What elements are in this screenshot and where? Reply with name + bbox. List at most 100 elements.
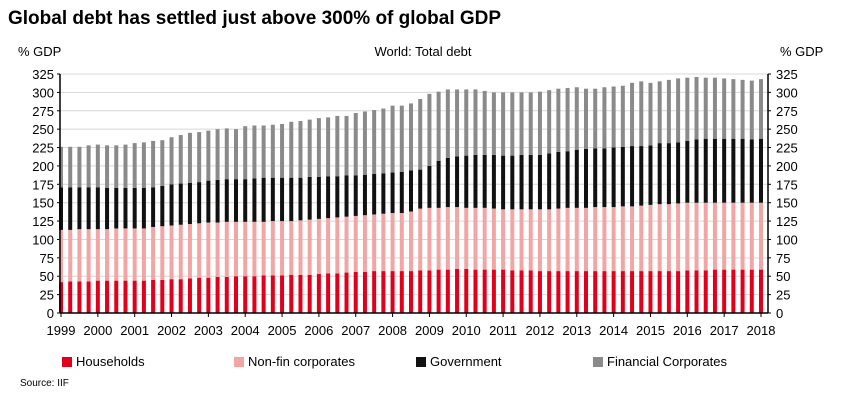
y-tick-label-right: 175 [776,177,798,192]
bar-households [298,274,303,313]
bar-non-fin-corporates [307,219,312,275]
bar-households [731,269,736,313]
bar-government [399,171,404,213]
bar-non-fin-corporates [556,208,561,272]
bar-non-fin-corporates [464,207,469,269]
legend-swatch [593,356,603,367]
bar-households [473,269,478,313]
y-tick-label-left: 250 [32,122,54,137]
y-tick-label-left: 25 [40,288,54,303]
bar-households [197,277,202,313]
bar-financial-corporates [620,85,625,147]
bar-government [362,174,367,216]
bar-households [224,276,229,313]
bar-financial-corporates [298,121,303,178]
bar-households [206,277,211,313]
bar-households [95,280,100,313]
bar-government [602,148,607,208]
x-tick-label: 1999 [47,323,76,338]
y-tick-label-right: 200 [776,159,798,174]
bar-households [464,268,469,313]
bar-financial-corporates [436,91,441,161]
y-tick-label-left: 0 [47,306,54,321]
bar-financial-corporates [519,92,524,155]
bar-households [68,281,73,313]
bar-non-fin-corporates [574,207,579,272]
bar-financial-corporates [224,128,229,180]
bar-non-fin-corporates [482,207,487,270]
bar-non-fin-corporates [657,204,662,272]
bar-non-fin-corporates [344,216,349,273]
bar-non-fin-corporates [178,224,183,280]
bar-households [390,271,395,313]
bar-government [160,185,165,227]
bar-financial-corporates [187,132,192,183]
bar-households [178,279,183,313]
bar-financial-corporates [261,125,266,178]
bar-non-fin-corporates [362,215,367,272]
bar-non-fin-corporates [68,229,73,282]
bar-households [252,276,257,313]
x-tick-label: 2007 [341,323,370,338]
legend-label: Government [430,354,502,369]
bar-non-fin-corporates [547,209,552,272]
bar-government [611,147,616,208]
bar-households [114,280,119,313]
bar-households [547,271,552,313]
bar-financial-corporates [270,124,275,178]
bar-financial-corporates [427,93,432,166]
bar-households [749,269,754,313]
bar-government [381,173,386,214]
bar-non-fin-corporates [399,212,404,272]
bar-financial-corporates [77,146,82,188]
bar-financial-corporates [307,119,312,177]
bar-non-fin-corporates [593,207,598,272]
bar-government [95,187,100,230]
bar-non-fin-corporates [187,224,192,279]
bar-households [740,269,745,313]
bar-financial-corporates [759,79,763,139]
bar-financial-corporates [123,144,128,188]
bar-government [390,172,395,213]
bar-non-fin-corporates [123,228,128,281]
bar-households [335,273,340,313]
bar-non-fin-corporates [740,202,745,270]
bar-government [455,156,460,208]
bar-non-fin-corporates [95,229,100,281]
bar-households [234,276,238,313]
bar-financial-corporates [666,79,671,144]
bar-non-fin-corporates [491,208,496,270]
bar-government [565,151,570,208]
bar-non-fin-corporates [316,218,321,275]
bar-financial-corporates [611,86,616,148]
bar-households [436,269,441,313]
bar-government [620,146,625,207]
legend-item-nonfin: Non-fin corporates [234,354,416,369]
legend-swatch [234,356,244,367]
bar-financial-corporates [593,88,598,149]
bar-government [703,138,708,203]
bar-non-fin-corporates [141,228,146,281]
bar-government [298,177,303,221]
bar-non-fin-corporates [353,215,358,272]
bar-households [528,270,533,313]
bar-financial-corporates [491,92,496,155]
bar-financial-corporates [482,90,487,155]
x-tick-label: 2008 [378,323,407,338]
bar-government [666,143,671,205]
bar-non-fin-corporates [501,209,506,270]
bar-non-fin-corporates [105,229,110,281]
bar-households [362,271,367,313]
bar-households [399,271,404,313]
bar-non-fin-corporates [243,221,248,277]
bar-non-fin-corporates [666,204,671,272]
bar-non-fin-corporates [731,202,736,270]
bar-financial-corporates [409,103,413,171]
bar-financial-corporates [584,88,588,150]
bar-non-fin-corporates [611,207,616,272]
bar-non-fin-corporates [151,226,156,280]
bar-households [427,270,432,313]
bar-government [86,187,91,230]
bar-government [556,151,561,209]
